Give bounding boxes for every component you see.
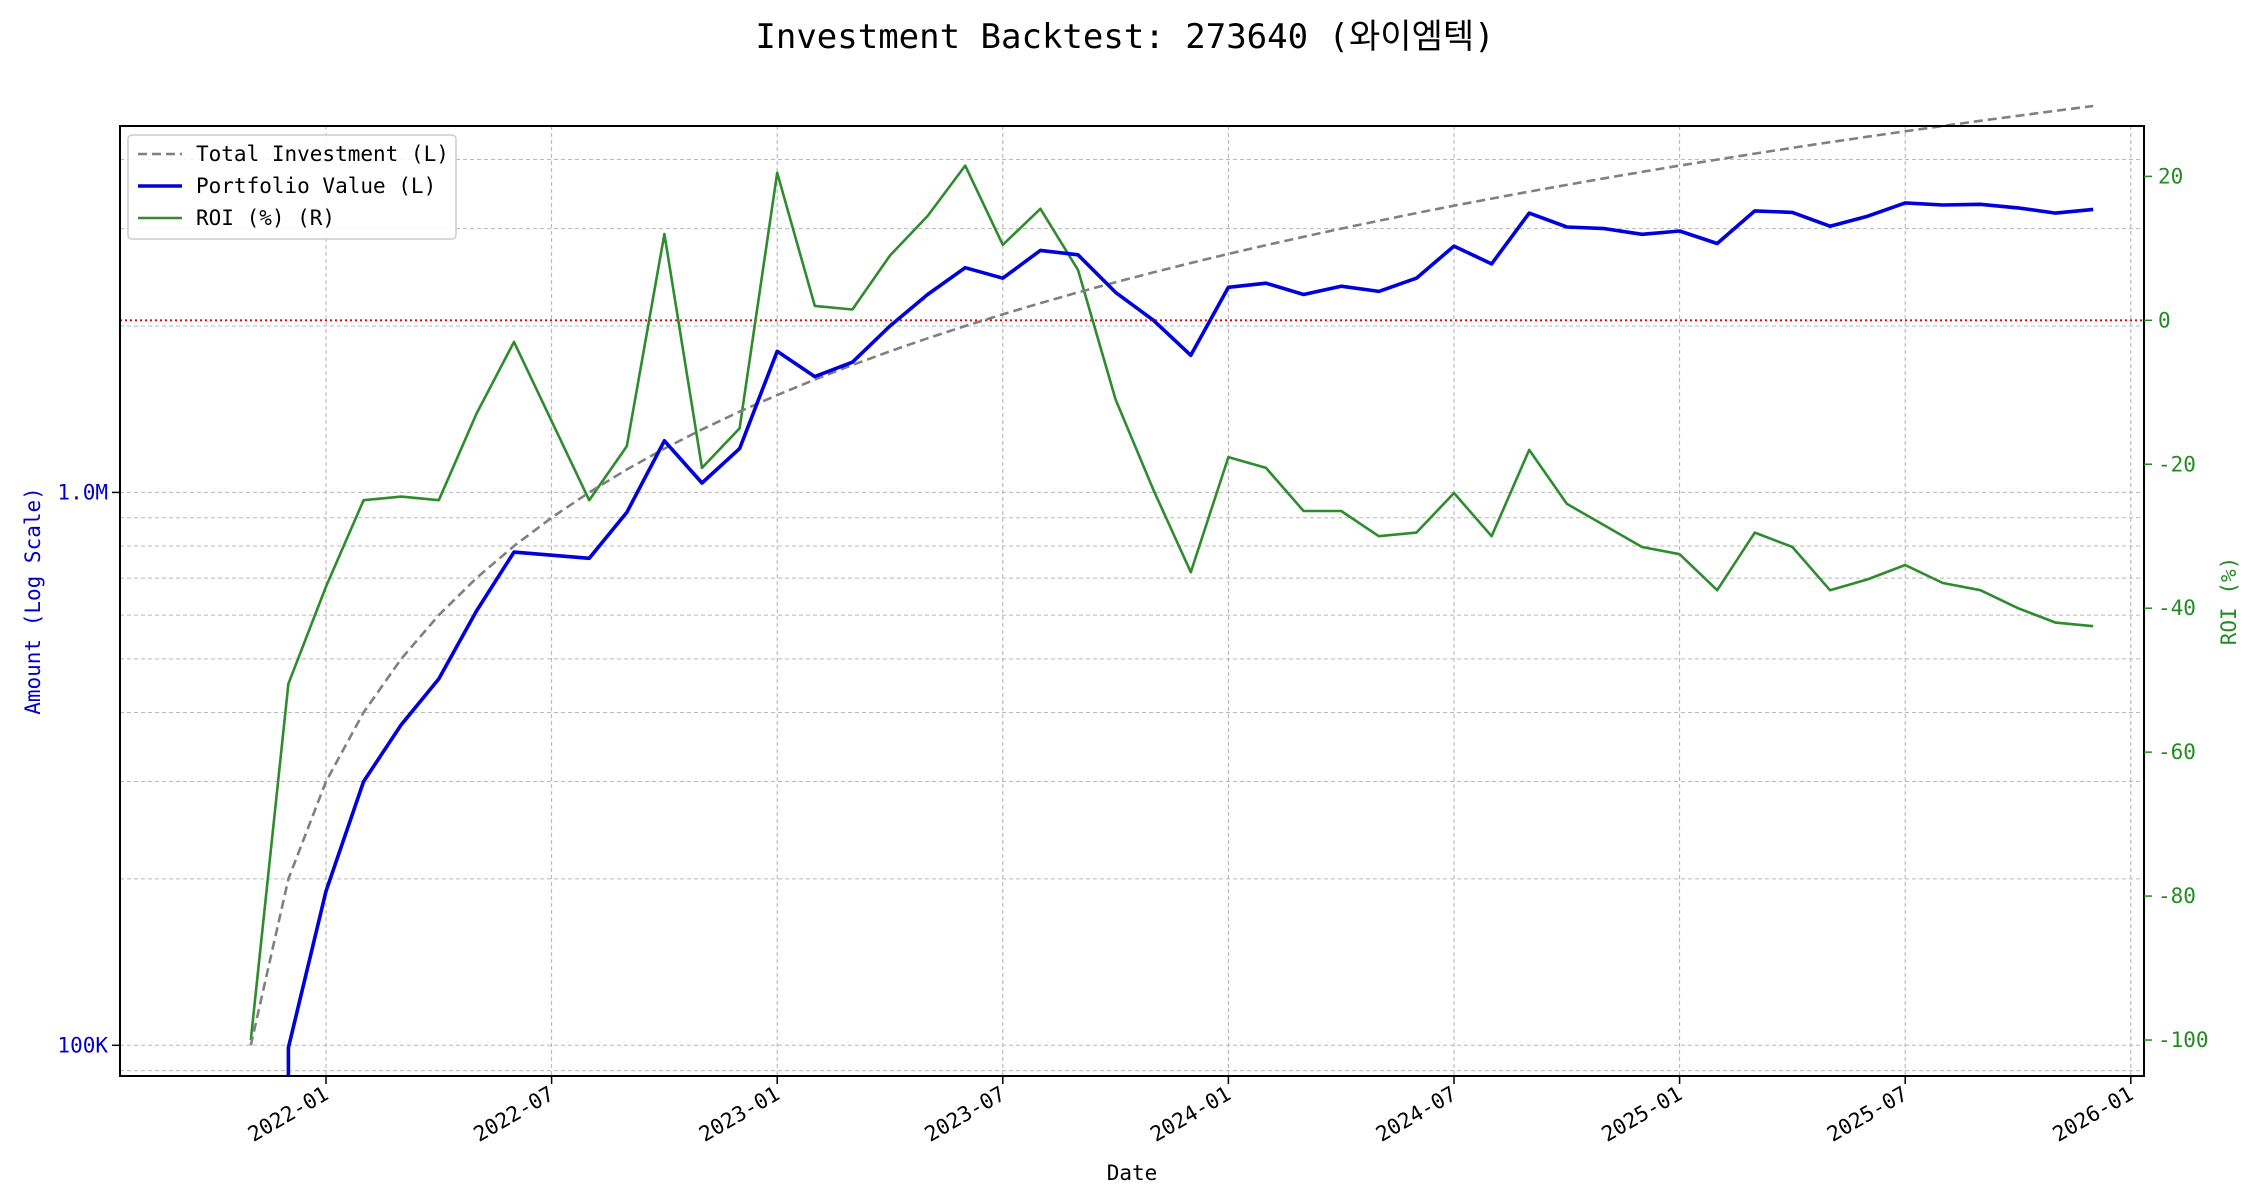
legend-item-roi: ROI (%) (R) (138, 206, 335, 230)
x-tick-label: 2024-01 (1146, 1082, 1235, 1147)
left-axis-label: Amount (Log Scale) (21, 487, 45, 715)
legend-item-portfolio-value: Portfolio Value (L) (138, 174, 436, 198)
chart-title: Investment Backtest: 273640 (와이엠텍) (755, 17, 1494, 57)
series-line-roi (249, 164, 2094, 1041)
x-tick-label: 2026-01 (2049, 1082, 2138, 1147)
x-axis-ticks: 2022-01 2022-07 2023-01 2023-07 2024-01 2024-… (244, 1076, 2137, 1147)
x-tick-label: 2023-07 (921, 1082, 1010, 1147)
legend-label-portfolio-value: Portfolio Value (L) (196, 174, 436, 198)
legend: Total Investment (L) Portfolio Value (L)… (127, 134, 457, 240)
x-tick-label: 2024-07 (1372, 1082, 1461, 1147)
right-tick-label: -40 (2158, 596, 2196, 620)
x-tick-label: 2023-01 (695, 1082, 784, 1147)
legend-box (127, 134, 457, 240)
right-axis-ticks: 20 0 -20 -40 -60 -80 -100 (2144, 164, 2209, 1052)
left-axis-ticks: 100K 1.0M (57, 480, 120, 1057)
left-tick-label: 1.0M (57, 480, 108, 504)
series-line-total-investment (249, 104, 2094, 1046)
x-axis-label: Date (1107, 1161, 1158, 1185)
right-axis-label: ROI (%) (2217, 557, 2241, 646)
right-tick-label: 0 (2158, 308, 2171, 332)
x-tick-label: 2022-07 (469, 1082, 558, 1147)
right-tick-label: -60 (2158, 740, 2196, 764)
right-tick-label: 20 (2158, 164, 2183, 188)
right-tick-label: -100 (2158, 1028, 2209, 1052)
legend-label-total-investment: Total Investment (L) (196, 142, 449, 166)
plot-frame (119, 125, 2145, 1077)
legend-item-total-investment: Total Investment (L) (138, 142, 449, 166)
right-tick-label: -80 (2158, 884, 2196, 908)
x-tick-label: 2025-01 (1597, 1082, 1686, 1147)
grid (120, 126, 2144, 1076)
right-tick-label: -20 (2158, 452, 2196, 476)
left-tick-label: 100K (57, 1033, 108, 1057)
x-tick-label: 2025-07 (1823, 1082, 1912, 1147)
legend-label-roi: ROI (%) (R) (196, 206, 335, 230)
series-line-portfolio-value (286, 201, 2094, 1076)
series-layer (249, 104, 2094, 1076)
x-tick-label: 2022-01 (244, 1082, 333, 1147)
